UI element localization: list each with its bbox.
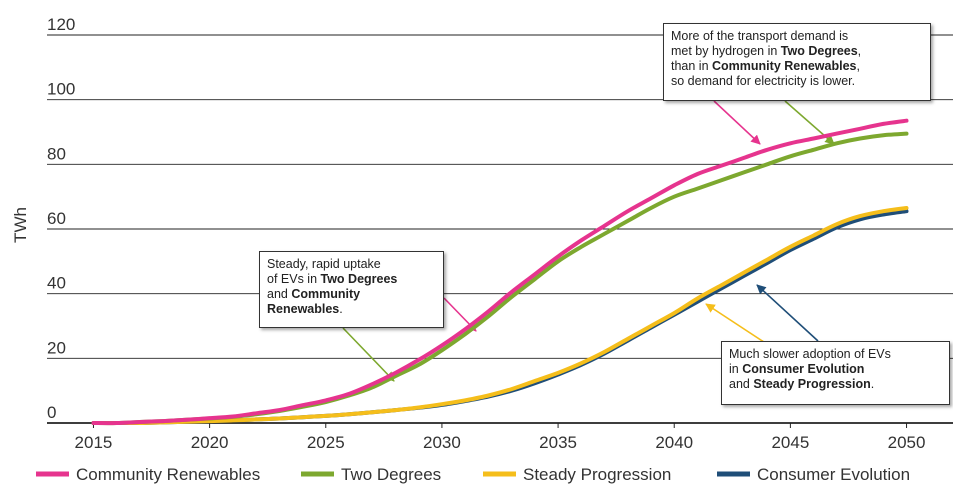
annotation-line: and Steady Progression.	[729, 377, 942, 392]
connector-steady-progression	[705, 303, 771, 347]
connector-community-renewables-top	[713, 100, 761, 145]
connector-consumer-evolution	[756, 284, 819, 342]
series-line-steady-progression	[91, 206, 909, 426]
series-lines	[91, 118, 909, 426]
x-tick-label: 2045	[771, 433, 809, 452]
annotation-bold-text: Renewables	[267, 302, 340, 316]
annotation-text: More of the transport demand is	[671, 29, 849, 43]
annotation-hydrogen: More of the transport demand is met by hy…	[663, 23, 931, 101]
y-tick-label: 60	[47, 209, 66, 228]
annotation-line: More of the transport demand is	[671, 29, 923, 44]
annotation-bold-text: Two Degrees	[780, 44, 858, 58]
annotation-bold-text: Community	[291, 287, 361, 301]
annotation-text: .	[339, 302, 343, 316]
annotation-slower-adoption: Much slower adoption of EVs in Consumer E…	[721, 341, 950, 405]
annotation-text: and	[729, 377, 754, 391]
gridlines	[47, 34, 953, 424]
annotation-text: Steady, rapid uptake	[267, 257, 381, 271]
annotation-line: so demand for electricity is lower.	[671, 74, 923, 89]
annotation-rapid-uptake: Steady, rapid uptake of EVs in Two Degree…	[259, 251, 444, 328]
x-tick-label: 2035	[539, 433, 577, 452]
x-tick-label: 2040	[655, 433, 693, 452]
x-tick-label: 2020	[191, 433, 229, 452]
annotation-bold-text: Consumer Evolution	[742, 362, 865, 376]
legend-item: Consumer Evolution	[717, 465, 910, 484]
annotation-line: Steady, rapid uptake	[267, 257, 436, 272]
annotation-line: than in Community Renewables,	[671, 59, 923, 74]
annotation-line: and Community	[267, 287, 436, 302]
connector-two-degrees-mid	[342, 327, 395, 382]
x-axis-ticks: 2015 2020 2025 2030 2035 2040 2045 2050	[75, 423, 926, 452]
x-tick-label: 2030	[423, 433, 461, 452]
annotation-text: and	[267, 287, 292, 301]
y-tick-label: 40	[47, 274, 66, 293]
annotation-text: so demand for electricity is lower.	[671, 74, 856, 88]
legend-label: Consumer Evolution	[757, 465, 910, 484]
legend-label: Two Degrees	[341, 465, 441, 484]
annotation-line: Renewables.	[267, 302, 436, 317]
y-tick-label: 120	[47, 15, 75, 34]
legend: Community Renewables Two Degrees Steady Pr…	[36, 465, 910, 484]
annotation-bold-text: Two Degrees	[320, 272, 398, 286]
y-axis-ticks: 0 20 40 60 80 100 120	[47, 15, 75, 422]
y-tick-label: 80	[47, 144, 66, 163]
legend-item: Two Degrees	[301, 465, 441, 484]
annotation-text: of EVs in	[267, 272, 321, 286]
legend-label: Community Renewables	[76, 465, 260, 484]
annotation-line: of EVs in Two Degrees	[267, 272, 436, 287]
x-tick-label: 2025	[307, 433, 345, 452]
annotation-text: in	[729, 362, 743, 376]
annotation-bold-text: Community Renewables	[712, 59, 857, 73]
y-tick-label: 100	[47, 80, 75, 99]
y-axis-title: TWh	[11, 207, 30, 243]
x-tick-label: 2015	[75, 433, 113, 452]
annotation-line: in Consumer Evolution	[729, 362, 942, 377]
annotation-bold-text: Steady Progression	[753, 377, 871, 391]
legend-item: Steady Progression	[483, 465, 671, 484]
annotation-text: than in	[671, 59, 713, 73]
y-tick-label: 0	[47, 403, 56, 422]
annotation-text: ,	[856, 59, 860, 73]
annotation-text: ,	[857, 44, 862, 58]
y-tick-label: 20	[47, 338, 66, 357]
annotation-text: met by hydrogen in	[671, 44, 781, 58]
x-tick-label: 2050	[888, 433, 926, 452]
annotation-text: .	[870, 377, 875, 391]
annotation-line: met by hydrogen in Two Degrees,	[671, 44, 923, 59]
annotation-text: Much slower adoption of EVs	[729, 347, 891, 361]
legend-item: Community Renewables	[36, 465, 260, 484]
series-line-community-renewables	[91, 118, 909, 426]
annotation-line: Much slower adoption of EVs	[729, 347, 942, 362]
legend-label: Steady Progression	[523, 465, 671, 484]
